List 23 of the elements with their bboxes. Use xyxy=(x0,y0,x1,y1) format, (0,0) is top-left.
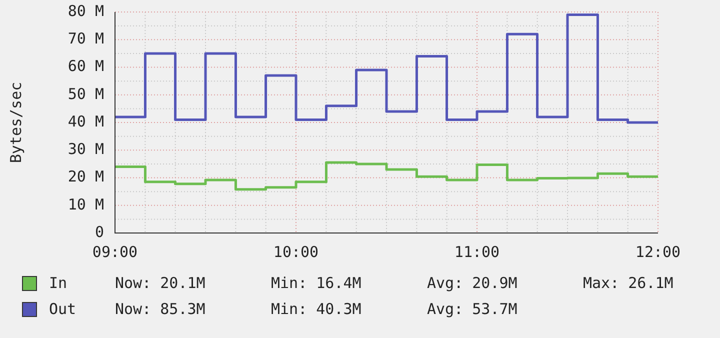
text: Now: 85.3M xyxy=(115,300,206,318)
y-tick-label: 60 M xyxy=(68,57,104,76)
x-tick-label: 12:00 xyxy=(635,242,681,261)
x-tick-label: 09:00 xyxy=(92,242,138,261)
y-tick-label: 70 M xyxy=(68,30,104,48)
text: Min: 40.3M xyxy=(271,300,362,318)
y-tick-label: 80 M xyxy=(68,2,104,20)
text: Max: 26.1M xyxy=(583,274,674,292)
y-tick-label: 40 M xyxy=(68,112,104,130)
y-tick-label: 10 M xyxy=(68,195,104,214)
x-tick-label: 11:00 xyxy=(454,242,500,261)
text: Min: 16.4M xyxy=(271,274,362,292)
text: Now: 20.1M xyxy=(115,274,206,292)
text: Avg: 53.7M xyxy=(427,300,518,318)
x-tick-label: 10:00 xyxy=(273,242,319,261)
text: Avg: 20.9M xyxy=(427,274,518,292)
y-tick-label: 30 M xyxy=(68,140,104,158)
legend-label: Out xyxy=(49,300,78,318)
y-tick-label: 20 M xyxy=(68,168,104,186)
y-axis-title: Bytes/sec xyxy=(6,82,25,164)
legend-label: In xyxy=(49,274,68,292)
y-tick-label: 50 M xyxy=(68,84,104,103)
y-tick-label: 0 xyxy=(94,222,104,241)
